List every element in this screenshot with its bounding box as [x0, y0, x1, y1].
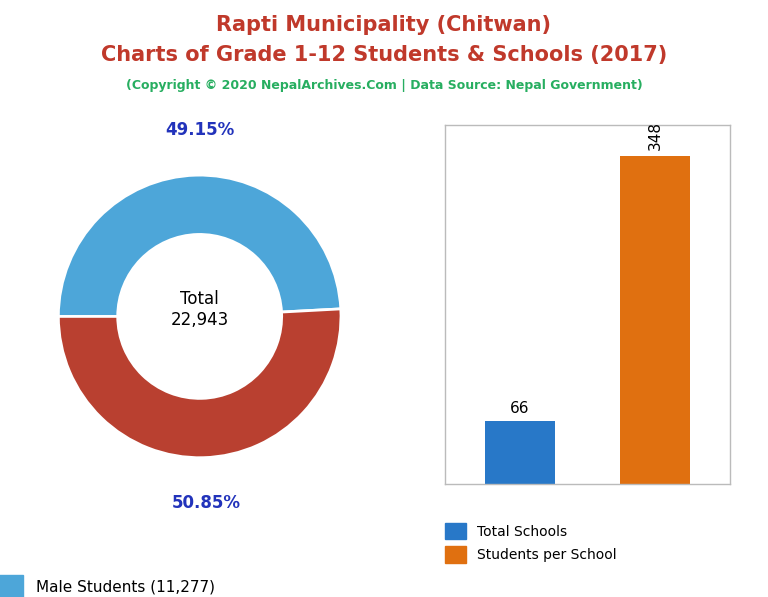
- Text: 348: 348: [647, 121, 663, 150]
- Text: 66: 66: [510, 401, 530, 416]
- Legend: Male Students (11,277), Female Students (11,666): Male Students (11,277), Female Students …: [0, 568, 242, 597]
- Wedge shape: [58, 175, 341, 316]
- Bar: [620, 156, 690, 484]
- Legend: Total Schools, Students per School: Total Schools, Students per School: [439, 516, 624, 570]
- Text: 49.15%: 49.15%: [165, 121, 234, 139]
- Text: Charts of Grade 1-12 Students & Schools (2017): Charts of Grade 1-12 Students & Schools …: [101, 45, 667, 65]
- Text: 50.85%: 50.85%: [172, 494, 241, 512]
- Text: Rapti Municipality (Chitwan): Rapti Municipality (Chitwan): [217, 15, 551, 35]
- Text: Total
22,943: Total 22,943: [170, 290, 229, 329]
- Bar: [485, 421, 555, 484]
- Text: (Copyright © 2020 NepalArchives.Com | Data Source: Nepal Government): (Copyright © 2020 NepalArchives.Com | Da…: [126, 79, 642, 92]
- Wedge shape: [58, 309, 341, 458]
